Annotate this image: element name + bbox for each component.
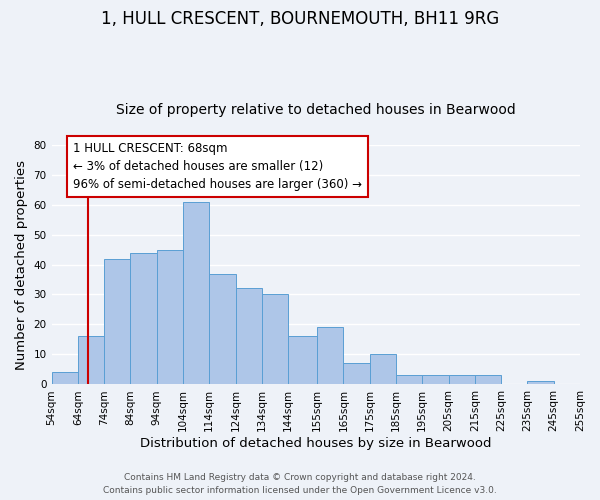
Text: 1 HULL CRESCENT: 68sqm
← 3% of detached houses are smaller (12)
96% of semi-deta: 1 HULL CRESCENT: 68sqm ← 3% of detached …	[73, 142, 362, 191]
Bar	[370, 354, 396, 384]
Bar	[317, 328, 343, 384]
Bar	[475, 376, 501, 384]
Text: Contains HM Land Registry data © Crown copyright and database right 2024.
Contai: Contains HM Land Registry data © Crown c…	[103, 474, 497, 495]
Bar	[236, 288, 262, 384]
Title: Size of property relative to detached houses in Bearwood: Size of property relative to detached ho…	[116, 103, 515, 117]
Bar	[52, 372, 78, 384]
Bar	[396, 376, 422, 384]
Bar	[183, 202, 209, 384]
Bar	[288, 336, 317, 384]
Text: 1, HULL CRESCENT, BOURNEMOUTH, BH11 9RG: 1, HULL CRESCENT, BOURNEMOUTH, BH11 9RG	[101, 10, 499, 28]
Bar	[422, 376, 449, 384]
Bar	[262, 294, 288, 384]
Bar	[449, 376, 475, 384]
Bar	[157, 250, 183, 384]
Y-axis label: Number of detached properties: Number of detached properties	[15, 160, 28, 370]
Bar	[78, 336, 104, 384]
Bar	[343, 364, 370, 384]
Bar	[209, 274, 236, 384]
Bar	[130, 252, 157, 384]
Bar	[104, 258, 130, 384]
X-axis label: Distribution of detached houses by size in Bearwood: Distribution of detached houses by size …	[140, 437, 491, 450]
Bar	[527, 382, 554, 384]
